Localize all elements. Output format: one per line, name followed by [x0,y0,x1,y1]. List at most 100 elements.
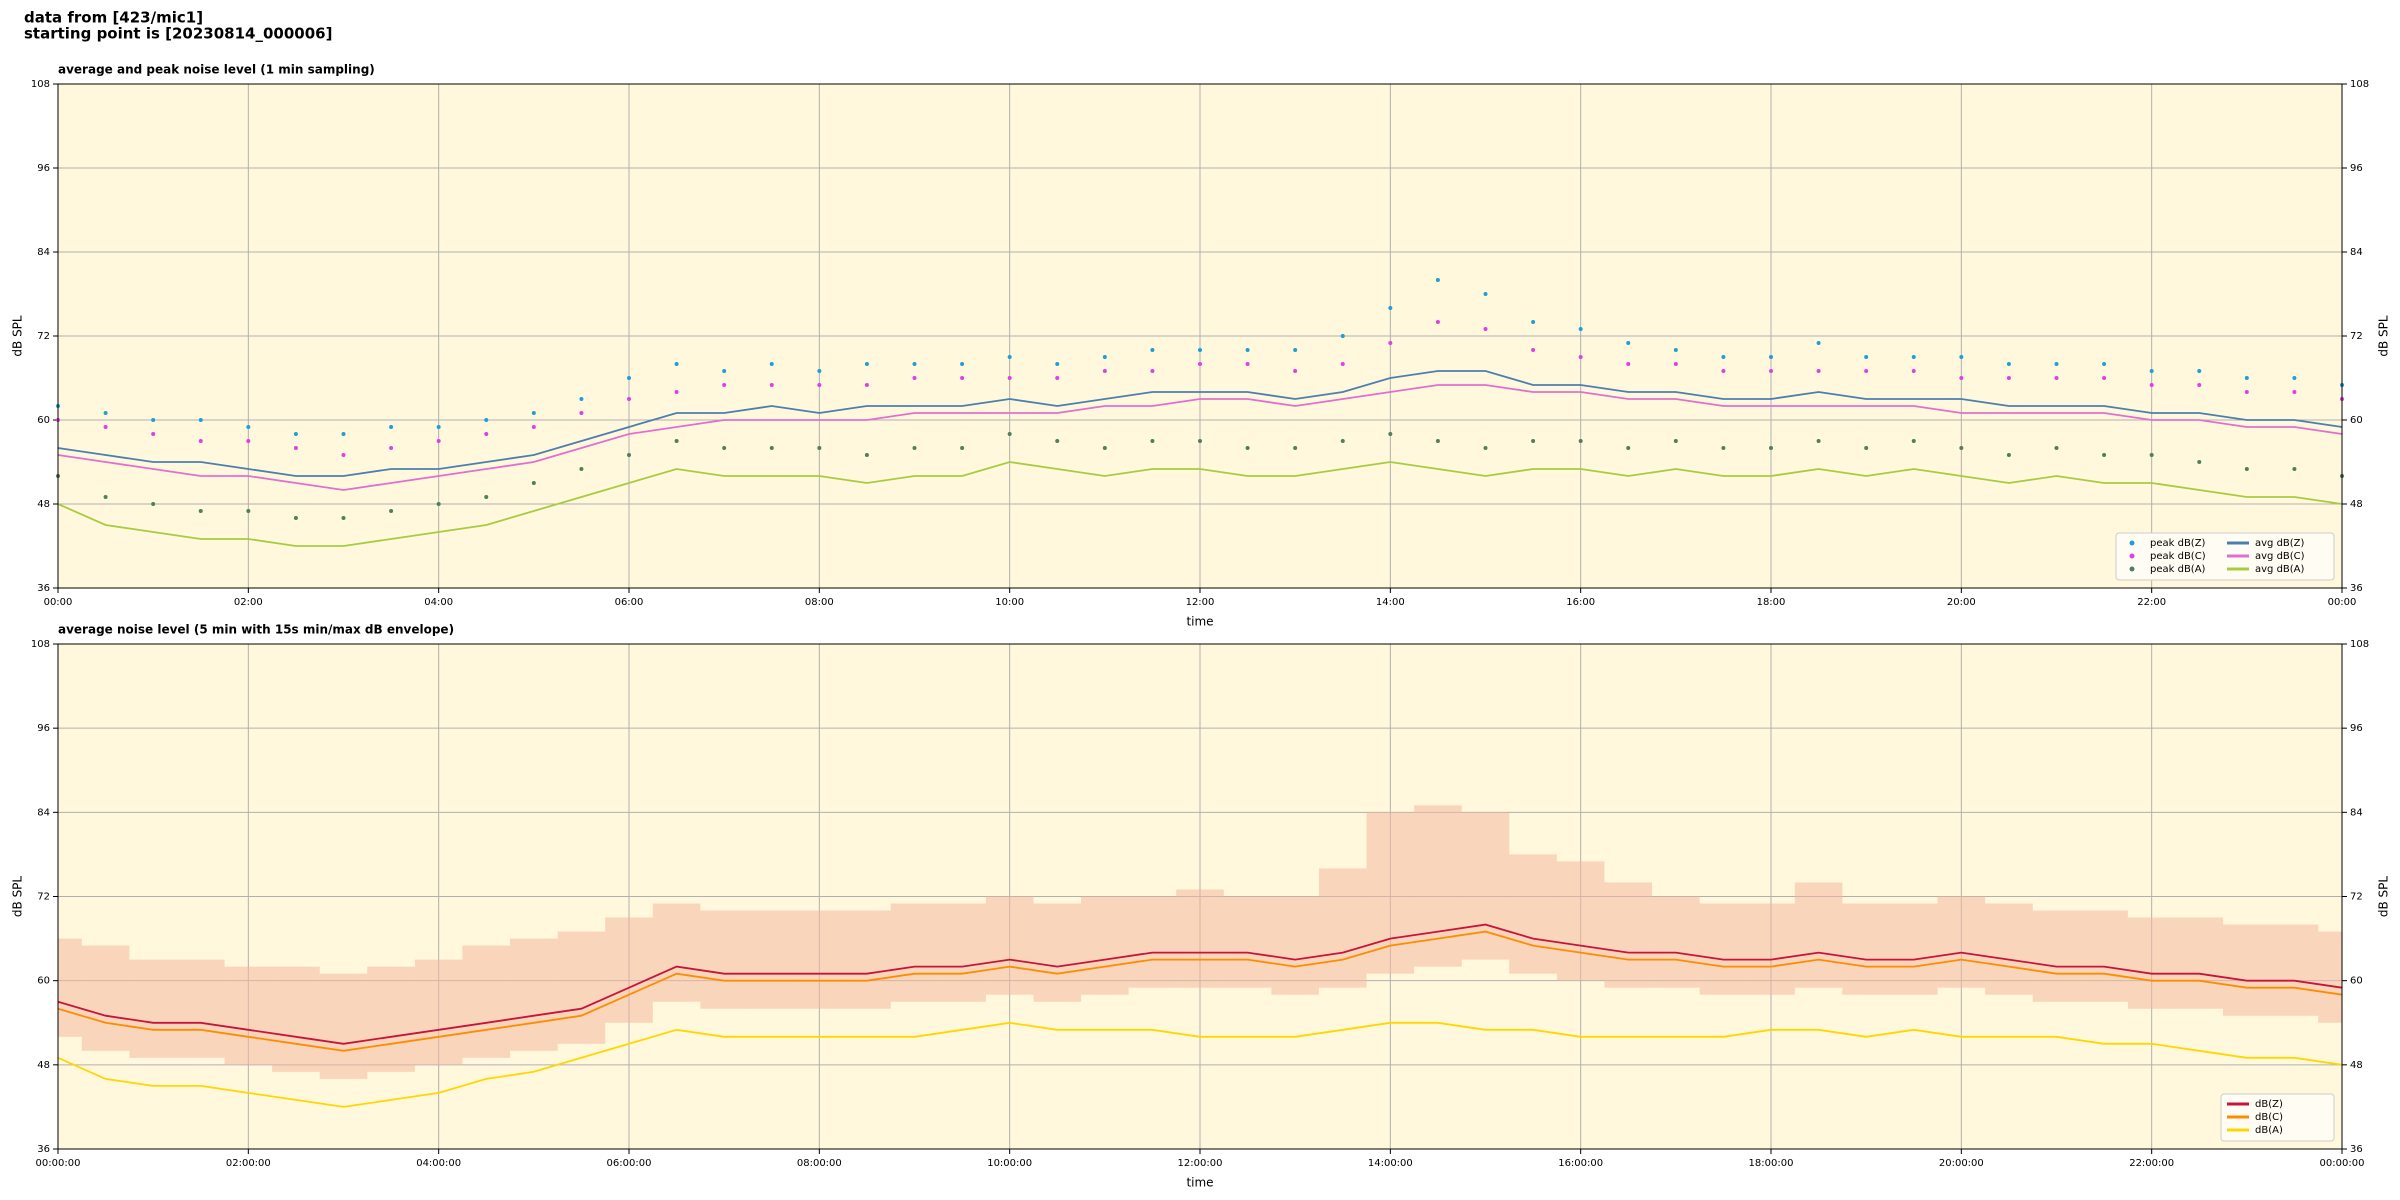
x-tick-label: 10:00:00 [987,1158,1032,1169]
peak-dot [627,453,631,457]
peak-dot [2006,453,2011,457]
peak-dot [1864,369,1869,373]
y-axis-label: dB SPL [2377,876,2391,918]
legend-marker [2129,553,2135,559]
envelope-band [890,903,939,1002]
y-tick-label: 84 [2350,247,2363,258]
peak-dot [531,425,536,429]
y-tick-label: 36 [2350,583,2363,594]
peak-dot [1483,327,1488,331]
peak-dot [1150,369,1155,373]
legend-label: dB(A) [2255,1125,2283,1136]
peak-dot [1816,439,1821,443]
envelope-band [1889,903,1938,995]
peak-dot [2054,362,2059,366]
envelope-band [1652,896,1700,988]
envelope-band [1937,896,1986,988]
peak-dot [484,495,489,499]
peak-dot [2292,467,2297,471]
legend-label: avg dB(A) [2255,564,2305,575]
envelope-band [58,938,82,1037]
peak-dot [246,439,251,443]
x-tick-label: 16:00:00 [1558,1158,1603,1169]
peak-dot [1864,355,1869,359]
peak-dot [1388,432,1393,436]
peak-dot [103,495,108,499]
peak-dot [103,411,108,415]
y-tick-label: 108 [2350,639,2369,650]
peak-dot [389,509,394,513]
peak-dot [1911,439,1916,443]
series-line [57,384,2343,491]
legend-label: dB(Z) [2255,1099,2283,1110]
peak-dot [2197,460,2202,464]
peak-dot [674,390,679,394]
peak-dot [2102,376,2107,380]
peak-dot [151,418,156,422]
x-tick-label: 02:00 [234,597,263,608]
y-tick-label: 60 [37,415,50,426]
y-tick-label: 96 [2350,723,2363,734]
envelope-band [605,917,653,1023]
peak-dot [2244,376,2249,380]
peak-dot [198,509,203,513]
peak-dot [1435,278,1440,282]
peak-dot [1102,369,1107,373]
x-tick-label: 06:00:00 [607,1158,652,1169]
x-tick-label: 18:00 [1757,597,1786,608]
peak-dot [817,383,822,387]
peak-dot [1959,376,1964,380]
peak-dot [1388,306,1393,310]
peak-dot [817,369,822,373]
envelope-band [1081,896,1129,995]
envelope-band [2080,910,2128,1002]
peak-dot [864,453,869,457]
envelope-band [1461,812,1510,960]
peak-dot [1007,376,1012,380]
envelope-band [1556,861,1605,981]
peak-dot [912,362,917,366]
peak-dot [436,425,441,429]
peak-dot [1483,292,1488,296]
peak-dot [1435,439,1440,443]
x-tick-label: 14:00 [1376,597,1405,608]
peak-dot [1816,341,1821,345]
peak-dot [627,397,631,401]
peak-dot [864,362,869,366]
peak-dot [484,432,489,436]
peak-dot [1102,355,1107,359]
peak-dot [436,502,441,506]
envelope-band [2270,924,2319,1016]
peak-dot [769,362,774,366]
plot-frame [57,83,2343,589]
peak-dot [1198,348,1202,352]
peak-dot [293,432,298,436]
x-tick-label: 14:00:00 [1368,1158,1413,1169]
peak-dot [1055,376,1060,380]
peak-dot [769,446,774,450]
peak-dot [2149,383,2154,387]
peak-dot [341,516,346,520]
peak-dot [1673,362,1678,366]
envelope-band [1604,882,1653,988]
peak-dot [531,411,536,415]
legend-label: dB(C) [2255,1112,2283,1123]
y-tick-label: 48 [2350,1060,2363,1071]
x-tick-label: 02:00:00 [226,1158,271,1169]
peak-dot [2292,390,2297,394]
peak-dot [1769,446,1773,450]
peak-dot [2054,376,2059,380]
peak-dot [341,453,346,457]
series-line [57,1021,2343,1108]
y-tick-label: 72 [37,331,50,342]
header-line: starting point is [20230814_000006] [24,25,332,43]
peak-dot [1626,341,1631,345]
peak-dot [1864,446,1869,450]
envelope-band [272,966,320,1072]
peak-dot [1578,327,1583,331]
envelope-band [1128,896,1177,988]
envelope-band [129,959,177,1058]
y-tick-label: 108 [31,639,50,650]
peak-dot [103,425,108,429]
peak-dot [1721,355,1726,359]
